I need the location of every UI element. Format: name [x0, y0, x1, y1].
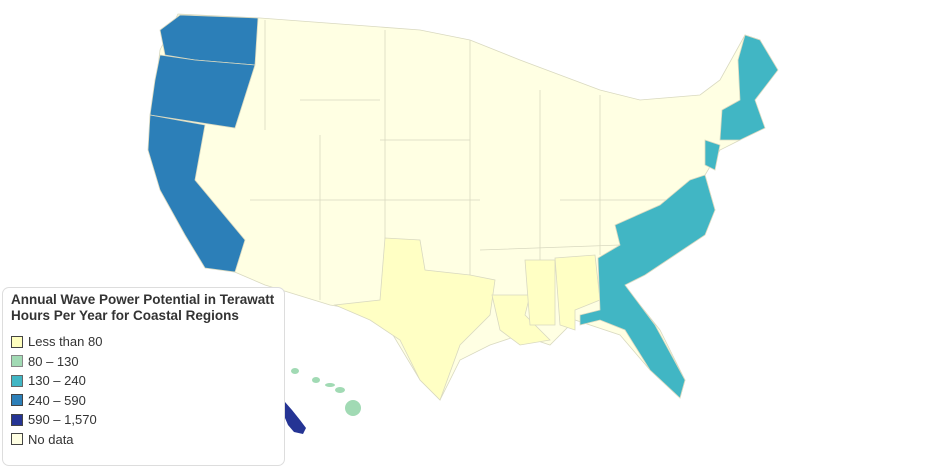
legend-item[interactable]: 590 – 1,570 [11, 410, 276, 430]
region-atlantic-southeast[interactable] [579, 174, 716, 399]
legend-label: 590 – 1,570 [28, 412, 97, 428]
legend-swatch [11, 374, 23, 387]
region-oregon[interactable] [149, 54, 256, 129]
legend-swatch [11, 433, 23, 446]
region-new-england[interactable] [719, 34, 779, 141]
legend-item[interactable]: 80 – 130 [11, 352, 276, 372]
legend-title: Annual Wave Power Potential in Terawatt … [11, 292, 275, 323]
legend: Annual Wave Power Potential in Terawatt … [2, 287, 285, 466]
region-hawaii[interactable] [291, 368, 361, 416]
legend-item[interactable]: No data [11, 430, 276, 450]
legend-label: 130 – 240 [28, 373, 86, 389]
legend-item[interactable]: Less than 80 [11, 332, 276, 352]
region-mississippi[interactable] [524, 259, 556, 326]
region-new-jersey[interactable] [704, 139, 721, 171]
legend-label: No data [28, 431, 74, 447]
state-borders [250, 20, 700, 300]
legend-item[interactable]: 130 – 240 [11, 371, 276, 391]
legend-swatch [11, 355, 23, 368]
region-alaska[interactable] [285, 402, 306, 434]
region-alabama[interactable] [554, 254, 601, 331]
legend-swatch [11, 413, 23, 426]
legend-swatch [11, 394, 23, 407]
legend-label: 240 – 590 [28, 392, 86, 408]
legend-swatch [11, 335, 23, 348]
legend-label: 80 – 130 [28, 353, 79, 369]
legend-label: Less than 80 [28, 334, 103, 350]
region-texas[interactable] [333, 237, 496, 401]
region-california[interactable] [147, 114, 246, 273]
legend-item[interactable]: 240 – 590 [11, 391, 276, 411]
